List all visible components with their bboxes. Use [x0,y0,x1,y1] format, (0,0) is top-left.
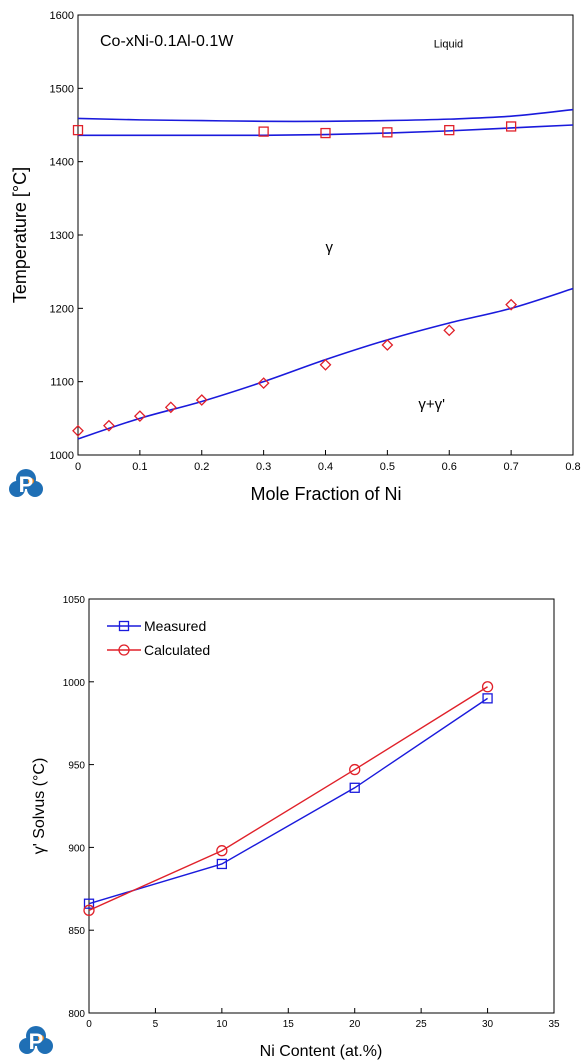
y-tick-label: 1400 [50,157,74,169]
x-tick-label: 0.4 [318,461,333,473]
calculated-line-solidus [77,124,574,137]
x-tick-label: 0 [75,461,81,473]
y-tick-label: 1050 [63,595,86,606]
measured-diamond-point [381,339,394,351]
data-point-calculated [83,904,95,916]
x-axis-label: Mole Fraction of Ni [250,484,401,504]
legend-marker [118,644,130,656]
measured-square-point [72,124,84,136]
y-tick-label: 900 [68,843,85,854]
measured-square-point [505,121,517,132]
logo-dot [28,478,34,484]
calculated-lines [77,108,574,440]
y-tick-label: 1500 [50,83,74,95]
solvus-chart: 0 5 10 15 20 25 30 35 800 850 900 950 1000 1050 Measu… [31,595,560,1060]
calculated-line-liquidus [77,108,574,123]
x-tick-label: 0.3 [256,461,271,473]
y-tick-label: 800 [68,1009,85,1020]
axis-ticks: 0 0.1 0.2 0.3 0.4 0.5 0.6 0.7 0.8 1000 1100 1200 130… [50,10,581,473]
series-line-calculated [88,686,488,911]
axis-ticks: 0 5 10 15 20 25 30 35 800 850 900 950 1000 1050 [63,595,560,1030]
x-tick-label: 0.5 [380,461,395,473]
measured-diamond-point [195,394,208,406]
y-tick-label: 1000 [50,450,74,462]
data-point-measured [482,693,493,704]
x-tick-label: 35 [548,1019,560,1030]
measured-diamond-point [257,377,270,390]
y-axis-label: γ' Solvus (°C) [31,758,48,855]
calculated-line-gamma-prime-solvus [77,287,574,440]
measured-diamond-point [505,298,518,311]
x-tick-label: 25 [416,1019,428,1030]
data-point-calculated [216,845,228,857]
measured-diamond-point [133,410,146,423]
data-point-measured [349,782,360,793]
measured-diamond-point [103,419,115,432]
chart-title: Co-xNi-0.1Al-0.1W [100,33,234,50]
x-tick-label: 0.8 [565,461,580,473]
series-line-measured [88,697,488,905]
phase-diagram-chart: 0 0.1 0.2 0.3 0.4 0.5 0.6 0.7 0.8 1000 1100 1200 130… [10,10,581,504]
logo-dot [38,1035,44,1041]
x-tick-label: 15 [283,1019,295,1030]
measured-points [72,121,518,437]
measured-diamond-point [164,401,177,414]
x-tick-label: 20 [349,1019,361,1030]
x-tick-label: 0.7 [503,461,518,473]
legend: Measured Calculated [107,618,210,658]
x-tick-label: 0.6 [442,461,457,473]
company-logo-icon: P [19,1026,53,1054]
region-label: γ [326,239,334,256]
y-tick-label: 950 [68,761,85,772]
y-tick-label: 1200 [50,303,74,315]
plot-area-frame [77,14,574,456]
x-tick-label: 0.1 [132,461,147,473]
company-logo-icon: P [9,469,43,497]
measured-square-point [258,126,269,137]
y-tick-label: 1600 [50,10,74,22]
logo-letter: P [19,472,34,497]
x-axis-label: Ni Content (at.%) [260,1043,383,1060]
y-tick-label: 1100 [50,377,74,389]
legend-entry: Calculated [144,642,210,658]
y-tick-label: 1300 [50,230,74,242]
measured-square-point [320,127,331,139]
region-labels: Liquid γ γ+γ' [326,38,464,413]
region-label: Liquid [434,38,463,50]
x-tick-label: 0 [86,1019,92,1030]
measured-square-point [382,127,393,138]
y-tick-label: 1000 [63,678,86,689]
logo-letter: P [29,1029,44,1054]
x-tick-label: 5 [153,1019,159,1030]
data-point-calculated [349,763,361,776]
measured-diamond-point [443,324,456,337]
legend-marker [118,620,130,632]
measured-square-point [444,124,455,136]
measured-diamond-point [319,358,332,371]
y-axis-label: Temperature [°C] [10,167,30,303]
y-tick-label: 850 [68,926,85,937]
region-label: γ+γ' [418,396,445,413]
data-point-calculated [481,681,494,693]
measured-diamond-point [72,424,84,437]
data-point-measured [216,858,228,870]
plot-area-frame [88,598,555,1014]
x-tick-label: 0.2 [194,461,209,473]
legend-entry: Measured [144,618,206,634]
data-series [83,681,494,916]
data-point-measured [83,898,95,909]
x-tick-label: 30 [482,1019,494,1030]
x-tick-label: 10 [216,1019,228,1030]
